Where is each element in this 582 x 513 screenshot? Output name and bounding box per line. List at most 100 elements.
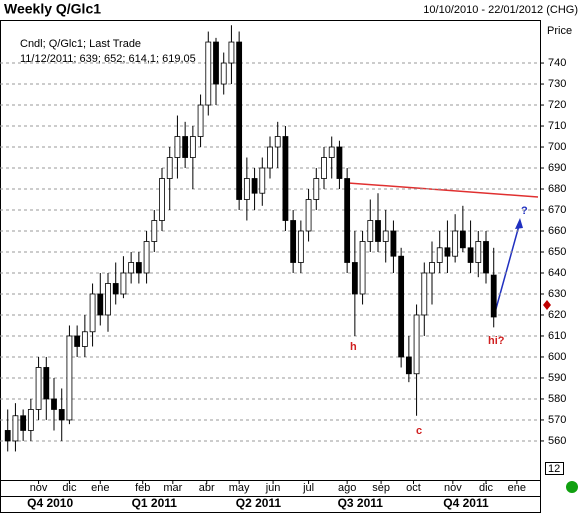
legend-line: 11/12/2011; 639; 652; 614,1; 619,05 — [20, 53, 196, 65]
y-tick-label: 740 — [548, 57, 566, 69]
y-tick-label: 600 — [548, 351, 566, 363]
chart-title: Weekly Q/Glc1 — [4, 1, 101, 17]
x-tick-label: ago — [338, 482, 356, 494]
annotation: h — [350, 341, 357, 353]
candle-body — [282, 136, 289, 221]
candle-body — [367, 220, 374, 242]
candle-body — [97, 293, 104, 316]
date-range: 10/10/2010 - 22/01/2012 (CHG) — [423, 4, 578, 16]
candle-body — [290, 220, 297, 263]
y-tick-label: 670 — [548, 204, 566, 216]
candle-body — [43, 367, 50, 400]
candle-body — [143, 241, 150, 274]
candle-body — [483, 241, 489, 274]
candle-body — [328, 146, 335, 158]
y-tick-label: 570 — [548, 414, 566, 426]
y-tick-label: 690 — [548, 162, 566, 174]
candle-body — [475, 241, 482, 263]
candle-body — [89, 293, 96, 333]
candle-body — [159, 178, 165, 221]
candle-body — [4, 430, 11, 442]
candle-body — [236, 41, 243, 200]
x-tick-label: ene — [508, 482, 526, 494]
candle-body — [444, 247, 451, 257]
y-tick-label: 650 — [548, 246, 566, 258]
x-tick-label: nov — [30, 482, 48, 494]
x-tick-label: nov — [444, 482, 462, 494]
x-tick-label: feb — [135, 482, 150, 494]
candle-body — [20, 415, 27, 431]
arrow — [493, 221, 521, 317]
arrow-head — [515, 218, 523, 229]
candle-body — [398, 255, 405, 358]
x-tick-label: mar — [163, 482, 182, 494]
candle-body — [375, 220, 381, 242]
x-tick-label: oct — [406, 482, 421, 494]
candle-body — [459, 230, 466, 249]
candle-body — [297, 230, 304, 263]
y-tick-label: 660 — [548, 225, 566, 237]
x-tick-label: dic — [62, 482, 77, 494]
y-tick-label: 620 — [548, 309, 566, 321]
annotation: ? — [521, 205, 528, 217]
candle-body — [313, 178, 320, 200]
x-tick-label: jun — [265, 482, 281, 494]
candle-body — [382, 230, 389, 242]
candle-body — [243, 178, 250, 200]
legend-line: Cndl; Q/Glc1; Last Trade — [20, 38, 141, 50]
candle-body — [228, 41, 235, 64]
candle-body — [429, 262, 435, 274]
candle-body — [174, 136, 181, 158]
candle-body — [12, 415, 19, 442]
candle-body — [421, 272, 428, 316]
candle-body — [305, 199, 312, 232]
quarter-label: Q2 2011 — [236, 496, 282, 510]
candle-body — [321, 157, 327, 179]
candle-body — [135, 262, 142, 274]
candle-body — [405, 356, 412, 375]
candle-body — [197, 104, 204, 137]
candle-body — [467, 247, 474, 263]
candle-body — [74, 335, 81, 347]
candle-body — [213, 41, 219, 85]
candle-body — [490, 274, 497, 318]
candle-body — [66, 335, 73, 421]
candle-body — [58, 409, 65, 421]
candle-body — [336, 146, 343, 179]
candle-body — [351, 262, 358, 295]
x-tick-label: abr — [199, 482, 215, 494]
candle-body — [35, 367, 42, 410]
price-marker — [543, 300, 551, 310]
quarter-label: Q3 2011 — [338, 496, 384, 510]
y-tick-label: 720 — [548, 99, 566, 111]
x-tick-label: sep — [372, 482, 390, 494]
candle-body — [452, 230, 459, 257]
candle-body — [151, 220, 158, 242]
y-tick-label: 640 — [548, 267, 566, 279]
y-tick-label: 580 — [548, 393, 566, 405]
y-tick-label: 710 — [548, 120, 566, 132]
y-tick-label: 680 — [548, 183, 566, 195]
candle-body — [105, 283, 111, 316]
corner-box — [545, 462, 564, 475]
status-dot — [566, 481, 578, 493]
candle-body — [267, 146, 273, 169]
candle-body — [112, 283, 119, 295]
quarter-label: Q4 2011 — [443, 496, 489, 510]
candle-body — [259, 167, 266, 194]
candle-body — [81, 331, 88, 347]
y-tick-label: 590 — [548, 372, 566, 384]
y-tick-label: 700 — [548, 141, 566, 153]
candle-body — [166, 157, 173, 179]
candle-body — [51, 398, 57, 410]
quarter-label: Q4 2010 — [27, 496, 73, 510]
candle-body — [359, 241, 366, 295]
corner-label: 12 — [548, 463, 560, 475]
candle-body — [344, 178, 351, 263]
candle-body — [274, 136, 281, 148]
y-tick-label: 630 — [548, 288, 566, 300]
annotation: hi? — [488, 335, 505, 347]
quarter-label: Q1 2011 — [132, 496, 178, 510]
y-axis-label: Price — [547, 25, 572, 37]
candle-body — [205, 41, 212, 106]
